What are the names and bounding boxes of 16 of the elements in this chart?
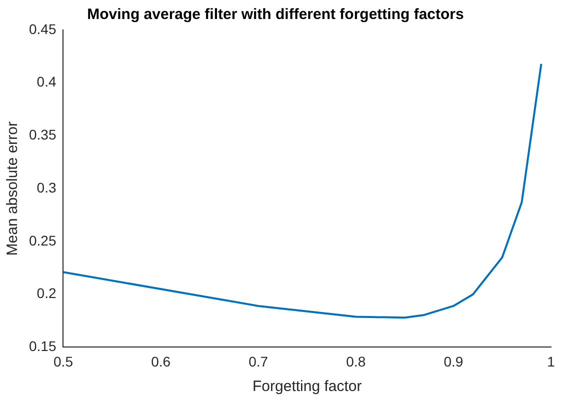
y-tick-label: 0.3 [36,179,56,196]
y-tick-label: 0.35 [29,126,56,143]
y-tick-label: 0.2 [36,285,56,302]
y-tick-label: 0.25 [29,232,56,248]
y-tick-label: 0.15 [29,338,56,354]
x-axis-title: Forgetting factor [252,378,362,396]
y-tick-label: 0.45 [29,20,56,37]
x-tick-label: 0.6 [151,353,171,370]
x-tick-label: 0.9 [444,353,464,370]
x-tick-label: 0.7 [248,353,268,370]
x-tick-label: 0.8 [346,353,366,370]
x-tick-label: 0.5 [54,353,74,370]
x-tick-label: 1 [547,353,556,370]
y-tick-label: 0.4 [36,74,56,90]
chart-title: Moving average filter with different forgetting factors [87,6,464,24]
y-axis-title: Mean absolute error [4,121,22,256]
